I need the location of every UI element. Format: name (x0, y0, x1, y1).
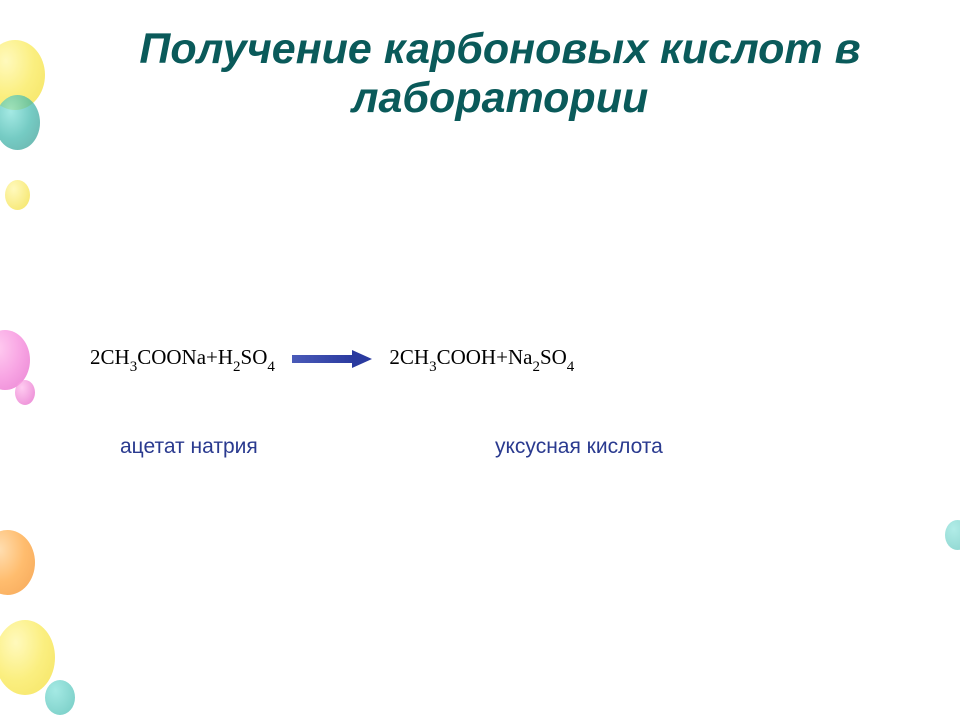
arrow-icon (292, 350, 372, 368)
reactant1-coeff: 2 (90, 345, 101, 369)
chemical-equation: 2CH3COONa+H2SO4 2CH3COOH+Na2SO4 (90, 345, 920, 374)
product1-mid: COOH (437, 345, 497, 369)
slide-title: Получение карбоновых кислот в лаборатори… (100, 25, 900, 124)
plus2: + (496, 345, 508, 369)
balloon-icon (945, 520, 960, 550)
balloon-icon (0, 330, 30, 390)
reactant1-sub1: 3 (130, 359, 138, 375)
reactant-label: ацетат натрия (120, 435, 258, 459)
product2-sub2: 4 (567, 359, 575, 375)
balloon-icon (15, 380, 35, 405)
balloon-icon (45, 680, 75, 715)
reactant2-mid: SO (241, 345, 268, 369)
reactant2-sub1: 2 (233, 359, 241, 375)
product2-prefix: Na (508, 345, 533, 369)
reactant1-prefix: CH (101, 345, 130, 369)
reactant1-mid: COONa (137, 345, 206, 369)
balloon-icon (0, 530, 35, 595)
product1-coeff: 2 (389, 345, 400, 369)
balloon-icon (5, 180, 30, 210)
reactant2-prefix: H (218, 345, 233, 369)
balloon-icon (0, 95, 40, 150)
decoration-left (0, 0, 70, 720)
product1-prefix: CH (400, 345, 429, 369)
product2-mid: SO (540, 345, 567, 369)
decoration-right (920, 0, 960, 720)
product1-sub1: 3 (429, 359, 437, 375)
product-label: уксусная кислота (495, 435, 663, 459)
plus1: + (206, 345, 218, 369)
product2-sub1: 2 (532, 359, 540, 375)
balloon-icon (0, 40, 45, 110)
reactant2-sub2: 4 (267, 359, 275, 375)
balloon-icon (0, 620, 55, 695)
